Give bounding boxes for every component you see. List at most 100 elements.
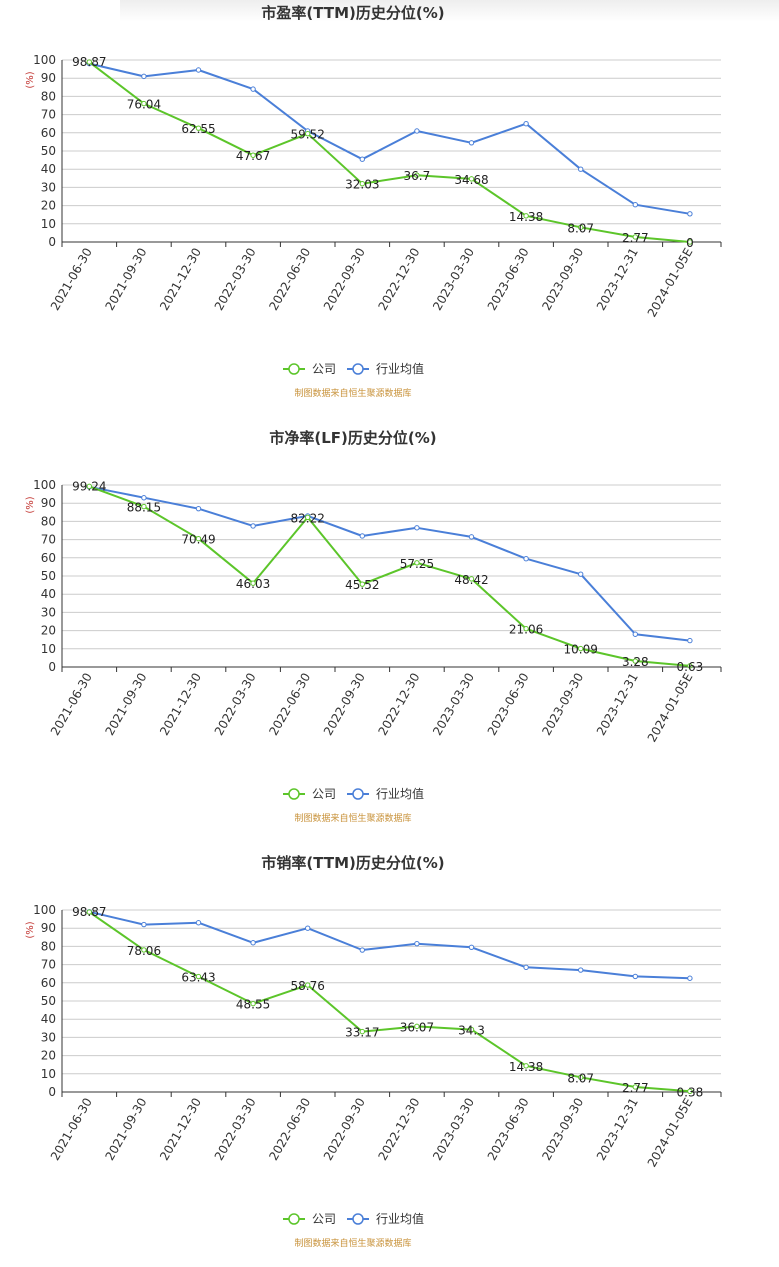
data-point-company [523,1063,529,1069]
x-tick-label: 2021-09-30 [102,1096,149,1163]
data-label: 0 [686,236,694,250]
x-tick-label: 2024-01-05E [645,246,696,320]
series-line-industry [89,62,691,215]
data-label: 32.03 [345,178,379,192]
y-tick-label: 100 [33,53,56,67]
data-point-company [632,658,638,664]
x-tick-label: 2022-06-30 [266,671,313,738]
data-point-industry [578,967,584,973]
legend: 公司 行业均值 [283,1211,424,1226]
series-line-industry [89,485,691,642]
data-label: 59.52 [291,128,325,142]
data-point-company [414,172,420,178]
data-point-company [250,1000,256,1007]
data-label: 58.76 [291,979,325,993]
data-point-company [523,213,529,219]
data-point-company [86,909,93,915]
x-tick-label: 2022-09-30 [321,671,368,738]
data-point-company [141,100,147,107]
data-label: 3.28 [622,655,649,669]
y-tick-label: 20 [41,1049,56,1063]
y-tick-label: 90 [41,496,56,510]
legend-marker-industry [352,1213,364,1225]
data-label: 98.87 [72,55,106,69]
y-tick-label: 30 [41,1030,56,1044]
data-label: 70.49 [181,533,215,547]
data-point-industry [195,505,202,512]
data-label: 10.09 [564,643,598,657]
y-tick-label: 30 [41,605,56,619]
data-label: 0.38 [677,1085,704,1099]
x-tick-label: 2021-09-30 [102,671,149,738]
data-point-industry [359,156,365,162]
chart-title: 市净率(LF)历史分位(%) [269,429,436,447]
x-tick-label: 2021-12-30 [157,246,204,313]
y-tick-label: 40 [41,587,56,601]
data-point-company [359,181,365,187]
x-tick-label: 2022-03-30 [212,246,259,313]
data-point-industry [578,166,584,172]
data-label: 8.07 [567,1071,594,1085]
data-label: 14.38 [509,210,543,224]
series-line-industry [89,910,690,980]
data-point-industry [687,637,693,644]
data-point-industry [141,495,147,501]
source-note: 制图数据来自恒生聚源数据库 [294,387,411,399]
data-point-industry [414,940,420,947]
y-tick-label: 100 [33,478,56,492]
data-label: 82.22 [291,511,325,525]
data-label: 34.68 [454,173,488,187]
y-tick-label: 90 [41,921,56,935]
y-axis-unit: (%) [25,921,36,938]
data-point-industry [632,631,638,637]
x-tick-label: 2023-09-30 [539,246,586,313]
data-point-company [468,1026,475,1033]
x-tick-label: 2023-09-30 [539,671,586,738]
data-label: 34.3 [458,1024,485,1038]
data-point-industry [632,973,638,980]
data-point-company [305,982,311,988]
data-point-industry [250,523,256,529]
data-point-company [305,514,311,521]
y-tick-label: 50 [41,144,56,158]
data-point-industry [414,525,420,531]
data-label: 99.24 [72,479,106,493]
data-point-industry [578,571,584,577]
data-point-company [359,1028,365,1035]
y-tick-label: 20 [41,199,56,213]
data-point-industry [468,944,475,951]
x-tick-label: 2023-06-30 [485,1096,532,1163]
series-line-company [88,911,690,1093]
y-tick-label: 30 [41,180,56,194]
data-point-company [578,224,584,231]
y-tick-label: 80 [41,89,56,103]
y-tick-label: 60 [41,126,56,140]
data-label: 63.43 [181,971,215,985]
data-point-company [359,581,365,587]
data-point-industry [359,533,365,539]
data-label: 48.55 [236,998,270,1012]
series-line-company [88,61,690,243]
data-point-company [632,234,638,240]
x-tick-label: 2022-09-30 [321,1096,368,1163]
y-tick-label: 40 [41,1012,56,1026]
x-tick-label: 2023-06-30 [485,246,532,313]
legend-marker-industry [352,363,364,375]
data-point-company [141,503,147,510]
data-point-company [468,576,475,582]
x-tick-label: 2021-06-30 [48,246,95,313]
legend-label-company: 公司 [312,787,336,801]
y-tick-label: 90 [41,71,56,85]
data-point-company [195,125,202,131]
x-tick-label: 2023-06-30 [485,671,532,738]
y-tick-label: 50 [41,569,56,583]
data-label: 0.63 [677,660,704,674]
data-point-company [632,1084,638,1090]
data-point-industry [468,534,475,540]
legend-marker-company [288,1213,300,1225]
x-tick-label: 2024-01-05E [645,1096,696,1170]
data-point-industry [195,920,202,926]
legend: 公司 行业均值 [283,786,424,801]
data-point-company [578,1074,584,1081]
data-label: 36.07 [400,1020,434,1034]
